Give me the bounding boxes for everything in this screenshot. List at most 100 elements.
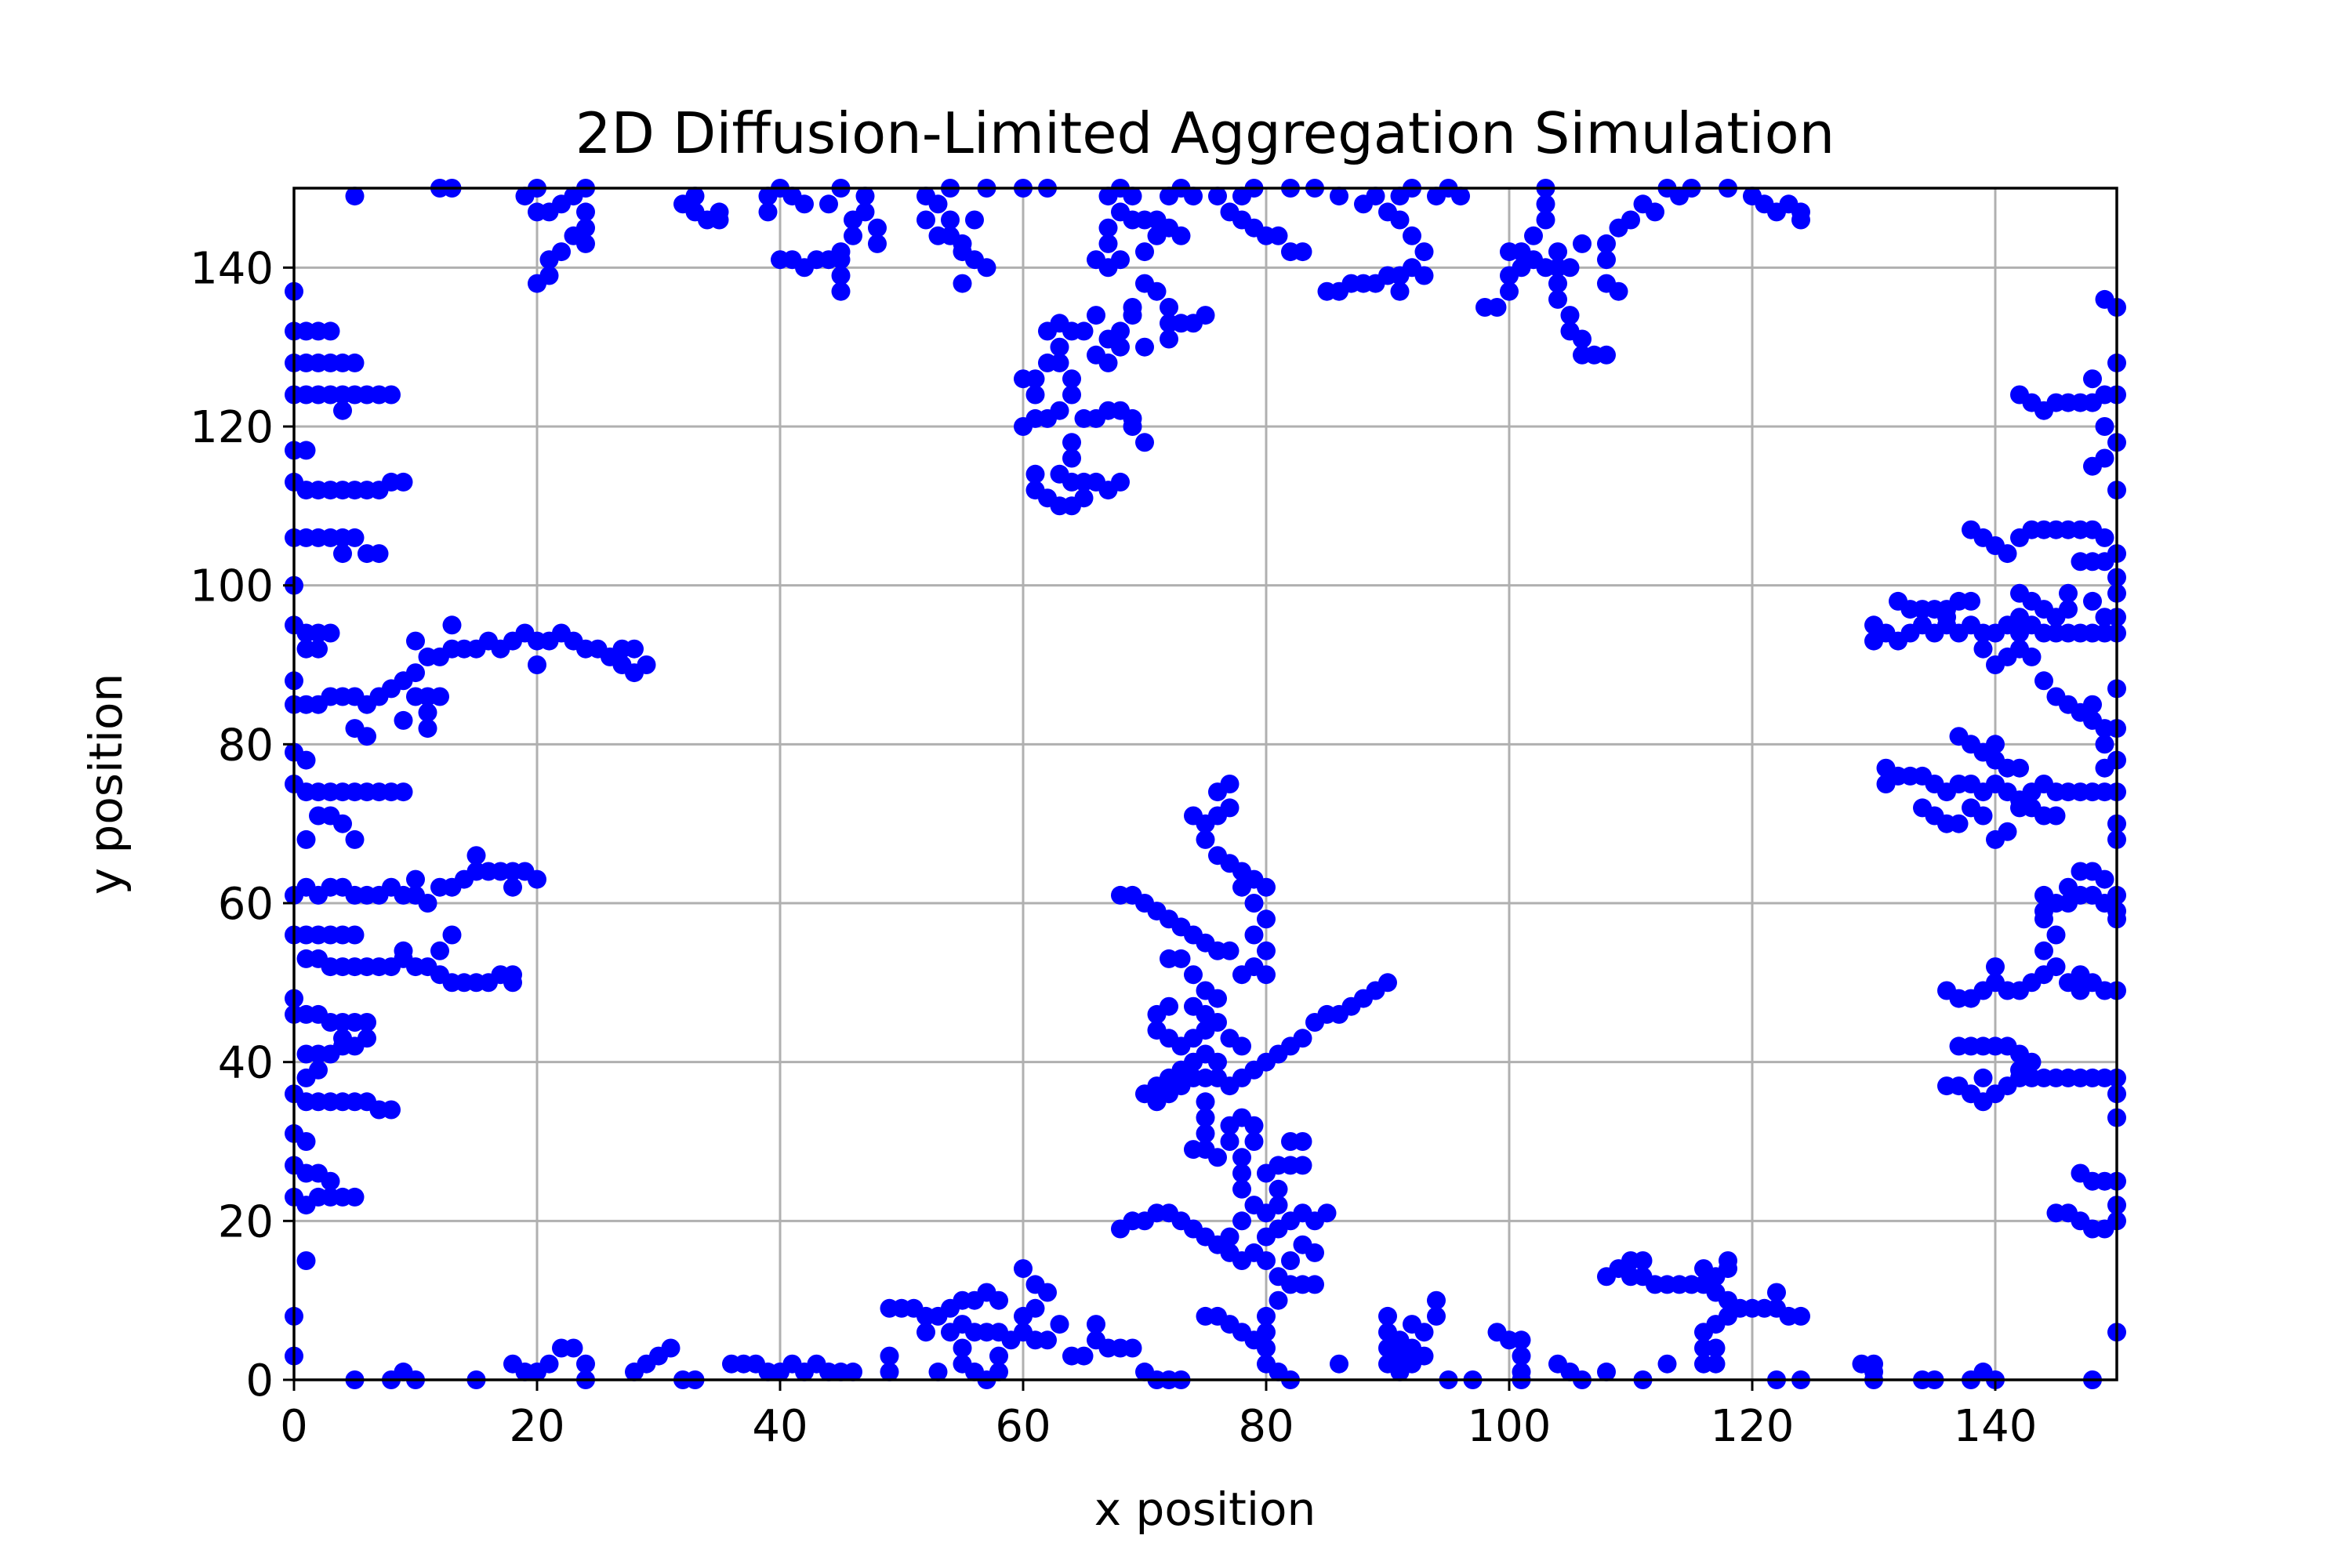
aggregate-particle: [358, 1013, 376, 1032]
aggregate-particle: [1560, 306, 1580, 325]
aggregate-particle: [528, 202, 546, 222]
aggregate-particle: [612, 655, 632, 674]
aggregate-particle: [1135, 337, 1154, 357]
aggregate-particle: [928, 1362, 948, 1381]
aggregate-particle: [539, 1354, 559, 1374]
aggregate-particle: [1949, 814, 1969, 833]
aggregate-particle: [394, 782, 413, 802]
aggregate-particle: [394, 710, 413, 730]
aggregate-particle: [2095, 869, 2114, 889]
aggregate-particle: [1536, 210, 1555, 230]
aggregate-particle: [1098, 234, 1118, 253]
aggregate-particle: [1597, 250, 1616, 270]
aggregate-particle: [1098, 353, 1118, 372]
aggregate-particle: [369, 544, 389, 564]
chart-title: 2D Diffusion-Limited Aggregation Simulat…: [575, 100, 1835, 166]
aggregate-particle: [1111, 321, 1130, 341]
aggregate-particle: [1998, 822, 2017, 841]
aggregate-particle: [1390, 1330, 1410, 1350]
aggregate-particle: [1414, 266, 1434, 285]
aggregate-particle: [880, 1362, 899, 1381]
aggregate-particle: [1232, 1148, 1251, 1167]
aggregate-particle: [1111, 337, 1130, 357]
aggregate-particle: [1621, 210, 1640, 230]
y-tick-label: 80: [218, 720, 274, 771]
aggregate-particle: [831, 281, 851, 301]
aggregate-particle: [564, 1338, 583, 1358]
aggregate-particle: [1998, 544, 2017, 564]
aggregate-particle: [1062, 448, 1081, 468]
aggregate-particle: [965, 210, 984, 230]
aggregate-particle: [2059, 583, 2078, 603]
aggregate-particle: [1317, 1203, 1337, 1223]
aggregate-particle: [1305, 1275, 1324, 1294]
aggregate-particle: [1269, 1196, 1288, 1215]
aggregate-particle: [2071, 965, 2090, 985]
x-tick-label: 120: [1711, 1401, 1795, 1452]
aggregate-particle: [1573, 329, 1592, 349]
aggregate-particle: [1986, 735, 2005, 754]
aggregate-particle: [880, 1346, 899, 1366]
x-axis-label: x position: [1094, 1483, 1316, 1536]
x-tick-label: 80: [1238, 1401, 1294, 1452]
aggregate-particle: [1025, 385, 1045, 405]
aggregate-particle: [710, 210, 729, 230]
aggregate-particle: [345, 1187, 365, 1207]
aggregate-particle: [1160, 298, 1178, 317]
aggregate-particle: [1025, 464, 1045, 484]
aggregate-particle: [296, 829, 316, 849]
aggregate-particle: [989, 1290, 1008, 1310]
aggregate-particle: [1087, 250, 1105, 270]
aggregate-particle: [1293, 1235, 1312, 1254]
aggregate-particle: [2059, 600, 2078, 619]
aggregate-particle: [296, 1251, 316, 1270]
aggregate-particle: [1025, 1298, 1045, 1318]
aggregate-particle: [1220, 941, 1240, 960]
aggregate-particle: [503, 973, 522, 993]
aggregate-particle: [855, 187, 875, 206]
aggregate-particle: [576, 218, 595, 238]
aggregate-particle: [1378, 1306, 1397, 1326]
aggregate-particle: [2083, 456, 2102, 476]
y-tick-label: 40: [218, 1038, 274, 1089]
aggregate-particle: [1354, 194, 1373, 214]
aggregate-particle: [953, 274, 972, 293]
aggregate-particle: [576, 1354, 595, 1374]
aggregate-particle: [394, 941, 413, 960]
aggregate-particle: [1767, 1283, 1786, 1302]
aggregate-particle: [1281, 1251, 1300, 1270]
aggregate-particle: [1609, 281, 1628, 301]
aggregate-particle: [296, 1132, 316, 1151]
aggregate-particle: [2010, 758, 2029, 778]
axis-ticks: 0 20 40 60 80 100 120 140 0 20 40 60 80 100 120 140: [190, 243, 2037, 1452]
aggregate-particle: [528, 655, 546, 674]
aggregate-particle: [358, 727, 376, 746]
aggregate-particle: [1244, 925, 1264, 945]
aggregate-particle: [503, 877, 522, 897]
aggregate-particle: [1257, 1306, 1276, 1326]
aggregate-particle: [831, 242, 851, 262]
x-tick-label: 100: [1468, 1401, 1552, 1452]
aggregate-particle: [1098, 218, 1118, 238]
aggregate-particle: [1244, 894, 1264, 913]
aggregate-particle: [868, 234, 887, 253]
aggregate-particle: [406, 631, 425, 651]
aggregate-particle: [345, 353, 365, 372]
aggregate-particle: [1050, 337, 1069, 357]
aggregate-particle: [1597, 1362, 1616, 1381]
aggregate-particle: [1147, 226, 1167, 245]
aggregate-particle: [1074, 321, 1094, 341]
aggregate-particle: [1074, 488, 1094, 508]
aggregate-particle: [1973, 1068, 1993, 1087]
aggregate-particle: [1160, 949, 1178, 968]
x-tick-label: 140: [1954, 1401, 2038, 1452]
aggregate-particle: [1232, 1211, 1251, 1231]
aggregate-particle: [928, 226, 948, 245]
aggregate-particle: [989, 1346, 1008, 1366]
aggregate-particle: [1791, 210, 1810, 230]
aggregate-particle: [2095, 528, 2114, 547]
aggregate-particle: [685, 187, 705, 206]
aggregate-particle: [2034, 671, 2053, 691]
aggregate-particle: [1706, 1338, 1726, 1358]
